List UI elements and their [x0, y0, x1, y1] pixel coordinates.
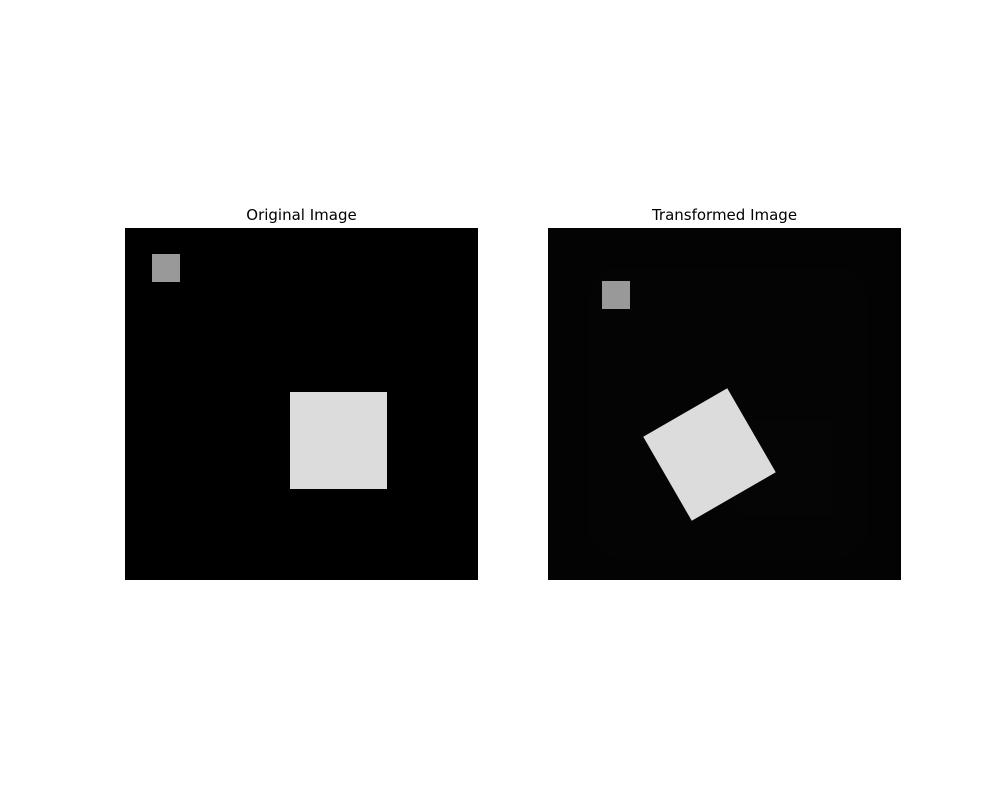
transformed-small-square — [602, 281, 630, 309]
original-image-title: Original Image — [246, 206, 357, 224]
original-image-panel — [125, 228, 478, 580]
original-large-square — [290, 392, 387, 489]
transformed-image-title: Transformed Image — [651, 206, 798, 224]
transformed-image-panel — [548, 228, 901, 580]
original-small-square — [152, 254, 180, 282]
